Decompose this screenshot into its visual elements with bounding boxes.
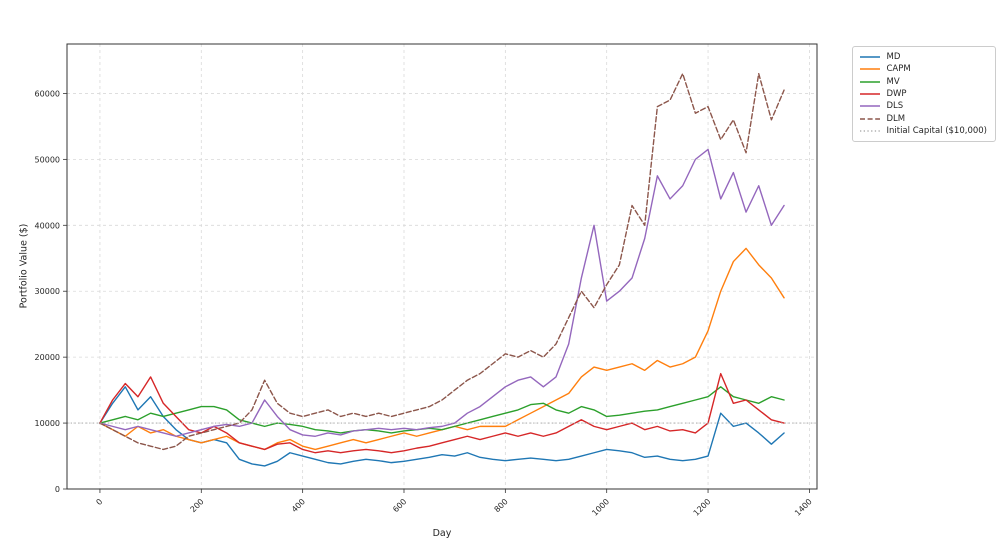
legend-line-sample: [860, 105, 881, 108]
legend-item-label: MV: [886, 76, 900, 87]
legend-item-label: DLM: [886, 113, 906, 124]
x-tick-label: 1200: [692, 497, 713, 518]
legend-item-dls: DLS: [859, 100, 987, 112]
y-tick-label: 10000: [35, 419, 60, 428]
x-tick-label: 0: [94, 497, 104, 507]
x-tick-label: 600: [391, 497, 408, 514]
axes-frame: [66, 43, 818, 490]
legend-item-label: MD: [886, 52, 901, 62]
legend-line-sample: [860, 117, 881, 120]
y-tick-label: 0: [55, 485, 60, 494]
x-tick-label: 200: [189, 497, 206, 514]
series-line-dwp: [99, 372, 785, 454]
legend-line-sample: [860, 68, 881, 71]
legend-line-sample: [860, 56, 881, 58]
legend-item-dwp: DWP: [859, 88, 987, 100]
legend-line-sample: [860, 93, 881, 95]
series-lines: [67, 72, 817, 467]
legend-item-label: Initial Capital ($10,000): [886, 125, 987, 136]
x-tick-label: 400: [290, 497, 307, 514]
series-line-capm: [99, 247, 785, 451]
legend-item-label: DLS: [886, 101, 904, 112]
legend-line-sample: [860, 80, 881, 83]
legend-item-mv: MV: [859, 76, 987, 88]
legend-item-dlm: DLM: [859, 113, 987, 125]
y-tick-label: 40000: [35, 221, 60, 230]
x-axis-title: Day: [432, 528, 452, 539]
series-line-dls: [99, 148, 785, 437]
series-line-dlm: [99, 72, 785, 451]
x-tick-label: 1000: [590, 497, 611, 518]
x-tick-label: 800: [493, 497, 510, 514]
x-tick-label: 1400: [793, 497, 814, 518]
y-tick-label: 60000: [35, 89, 60, 98]
legend-item-label: CAPM: [886, 64, 911, 75]
legend-item-label: DWP: [886, 88, 907, 99]
tick-labels: 0 200 400 600 800 1000 1200 1400 0 10000 20000 3000…: [35, 89, 814, 517]
legend-item-initial-capital-10-000-: Initial Capital ($10,000): [859, 125, 987, 137]
y-tick-label: 30000: [35, 287, 60, 296]
legend: MD CAPM MV DWP DLS DLM Initial Capital ($10,00…: [852, 46, 996, 143]
y-axis-title: Portfolio Value ($): [18, 223, 30, 309]
gridlines: [67, 44, 817, 490]
legend-item-capm: CAPM: [859, 63, 987, 75]
y-tick-label: 50000: [35, 155, 60, 164]
legend-line-sample: [860, 130, 881, 132]
series-line-mv: [99, 386, 785, 434]
legend-item-md: MD: [859, 51, 987, 63]
y-tick-label: 20000: [35, 353, 60, 362]
